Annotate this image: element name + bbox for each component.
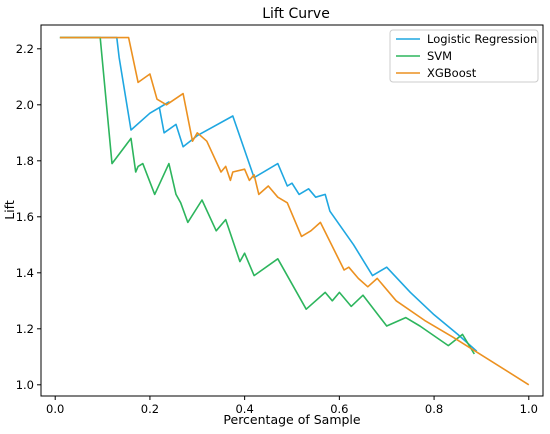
series-layer — [59, 36, 530, 386]
legend: Logistic Regression SVM XGBoost — [389, 29, 539, 83]
y-axis: 1.0 1.2 1.4 1.6 1.8 2.0 2.2 — [16, 42, 41, 392]
y-tick-label: 1.6 — [16, 210, 34, 224]
chart-title: Lift Curve — [262, 6, 330, 22]
y-axis-title: Lift — [2, 200, 17, 220]
x-axis-title: Percentage of Sample — [223, 412, 360, 427]
x-tick-label: 0.0 — [46, 402, 64, 416]
x-tick-label: 0.8 — [425, 402, 443, 416]
y-tick-label: 1.2 — [16, 322, 34, 336]
x-tick-label: 0.2 — [141, 402, 159, 416]
y-tick-label: 1.0 — [16, 378, 34, 392]
y-tick-label: 1.8 — [16, 154, 34, 168]
series-line-0 — [59, 36, 478, 352]
y-tick-label: 1.4 — [16, 266, 34, 280]
x-tick-label: 0.6 — [330, 402, 348, 416]
series-line-2 — [59, 36, 530, 386]
x-tick-label: 0.4 — [235, 402, 253, 416]
legend-label-1: SVM — [427, 49, 452, 63]
x-tick-label: 1.0 — [520, 402, 538, 416]
y-tick-label: 2.2 — [16, 42, 34, 56]
legend-box — [389, 29, 539, 83]
series-line-1 — [59, 36, 475, 355]
x-axis: 0.0 0.2 0.4 0.6 0.8 1.0 — [46, 396, 538, 416]
legend-label-2: XGBoost — [427, 66, 477, 80]
plot-frame — [40, 24, 544, 397]
y-tick-label: 2.0 — [16, 98, 34, 112]
legend-label-0: Logistic Regression — [427, 32, 537, 46]
